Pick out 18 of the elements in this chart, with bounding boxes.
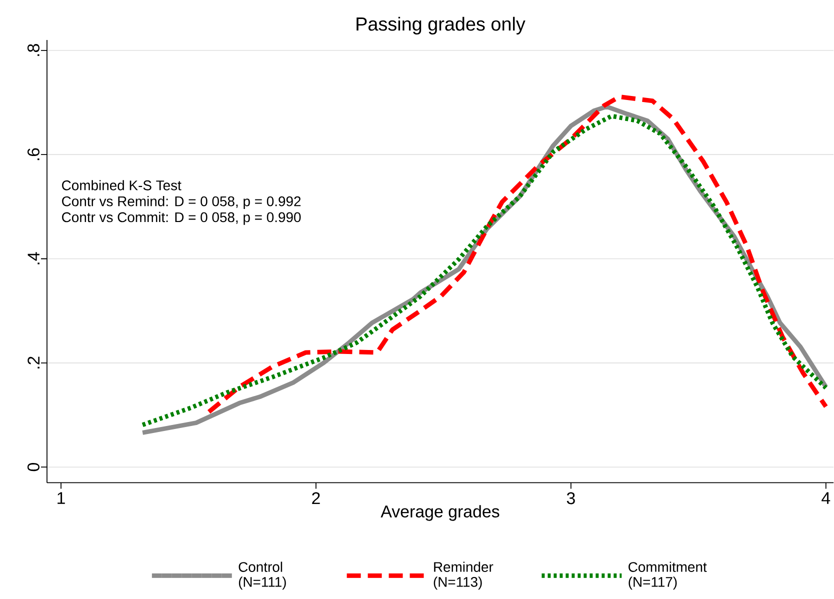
x-tick-label: 4 [822, 492, 830, 504]
line-series [206, 94, 828, 414]
y-tick-label: .2 [28, 356, 40, 369]
x-tick-label: 1 [58, 492, 65, 504]
y-tick-label: .6 [27, 148, 40, 160]
legend-label: Commitment (N=117) [628, 562, 707, 590]
y-tick-label: 0 [27, 463, 40, 472]
x-tick-label: 2 [312, 492, 320, 504]
x-axis-title: Average grades [380, 505, 500, 522]
x-tick-label: 3 [566, 492, 575, 504]
annotation: Combined K-S Test [62, 180, 182, 190]
chart-title: Passing grades only [356, 17, 526, 35]
y-tick-label: .8 [27, 44, 40, 56]
annotation: Contr vs Commit: D = 0 058, p = 0.990 [62, 212, 301, 226]
y-tick-label: .4 [28, 252, 40, 264]
legend-label: Reminder (N=113) [434, 562, 494, 590]
legend-label: Control (N=111) [238, 562, 286, 590]
annotation: Contr vs Remind: D = 0 058, p = 0.992 [62, 196, 301, 210]
